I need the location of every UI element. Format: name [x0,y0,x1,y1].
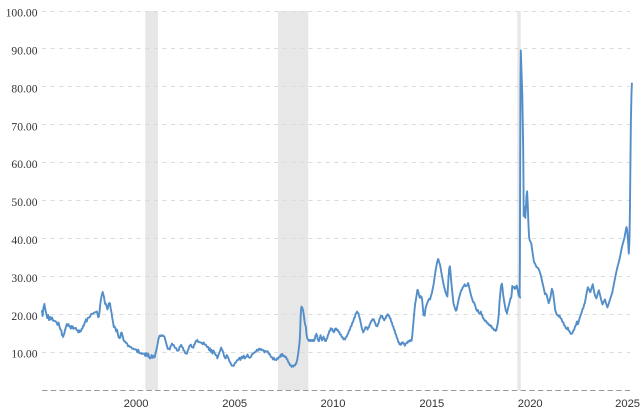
svg-text:2010: 2010 [321,398,346,410]
svg-text:2020: 2020 [518,398,543,410]
svg-text:90.00: 90.00 [11,45,37,58]
svg-text:70.00: 70.00 [11,120,37,133]
svg-text:80.00: 80.00 [11,82,37,95]
svg-text:10.00: 10.00 [11,348,37,361]
svg-text:20.00: 20.00 [11,310,37,323]
svg-text:2015: 2015 [419,398,444,410]
svg-text:30.00: 30.00 [11,272,37,285]
svg-text:2005: 2005 [222,398,247,410]
svg-text:40.00: 40.00 [11,234,37,247]
svg-text:60.00: 60.00 [11,158,37,171]
svg-text:2000: 2000 [124,398,149,410]
svg-text:100.00: 100.00 [6,7,38,20]
svg-text:50.00: 50.00 [11,196,37,209]
svg-text:2025: 2025 [615,398,640,410]
